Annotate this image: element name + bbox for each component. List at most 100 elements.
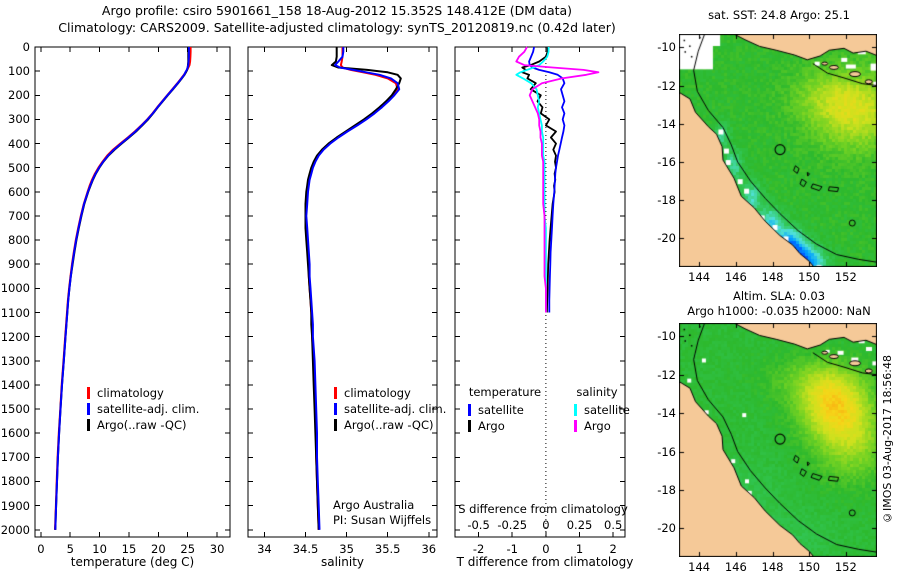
legend-color-swatch bbox=[468, 420, 471, 432]
legend-color-swatch bbox=[468, 404, 471, 416]
legend-item-label: Argo bbox=[478, 419, 505, 433]
map-lat-tick-label: -10 bbox=[657, 329, 676, 344]
map-lon-tick-label: 148 bbox=[761, 560, 784, 574]
sla-map-title-line2: Argo h1000: -0.035 h2000: NaN bbox=[687, 304, 871, 318]
axis-box bbox=[34, 46, 231, 538]
sla-map-title-line1: Altim. SLA: 0.03 bbox=[732, 289, 826, 303]
program-note-line2: PI: Susan Wijffels bbox=[333, 513, 432, 527]
x-tick-label: 20 bbox=[151, 542, 166, 556]
legend-color-swatch bbox=[87, 387, 90, 399]
map-lat-tick-label: -12 bbox=[657, 78, 676, 93]
s-tick-label: -0.25 bbox=[497, 518, 528, 532]
map-lat-tick-label: -14 bbox=[657, 116, 676, 131]
depth-tick-label: 2000 bbox=[0, 522, 30, 537]
legend-item: climatology bbox=[87, 385, 199, 401]
figure-title-line1: Argo profile: csiro 5901661_158 18-Aug-2… bbox=[101, 3, 573, 18]
map-lon-tick-label: 152 bbox=[834, 560, 857, 574]
legend-header-salinity: salinity bbox=[576, 385, 618, 399]
profile-line-satellite-adj-clim- bbox=[305, 47, 401, 530]
s-difference-axis-label: S difference from climatology bbox=[458, 502, 628, 516]
depth-tick-label: 1600 bbox=[0, 426, 30, 441]
sst-map-title: sat. SST: 24.8 Argo: 25.1 bbox=[708, 8, 850, 22]
salinity-plot-legend: climatology satellite-adj. clim. Argo(..ra… bbox=[334, 385, 446, 433]
depth-tick-label: 400 bbox=[8, 136, 30, 151]
x-tick-label: 0 bbox=[37, 542, 45, 556]
axis-box bbox=[454, 46, 626, 538]
depth-tick-label: 200 bbox=[8, 88, 30, 103]
legend-item: Argo bbox=[574, 418, 611, 434]
map-lat-tick-label: -14 bbox=[657, 406, 676, 421]
map-lat-tick-label: -20 bbox=[657, 231, 676, 246]
map-lat-tick-label: -18 bbox=[657, 193, 676, 208]
profile-line-climatology bbox=[304, 47, 399, 530]
legend-item-label: climatology bbox=[97, 386, 164, 400]
legend-header-temperature: temperature bbox=[468, 385, 542, 399]
profile-line-t-satellite bbox=[528, 46, 566, 313]
profile-line-argo-raw-qc- bbox=[54, 47, 190, 530]
s-tick-label: 0.25 bbox=[566, 518, 593, 532]
sst-map bbox=[679, 34, 877, 267]
x-tick-label: 34 bbox=[257, 542, 272, 556]
x-tick-label: 2 bbox=[609, 542, 617, 556]
legend-item: Argo bbox=[468, 418, 505, 434]
t-difference-axis-label: T difference from climatology bbox=[456, 555, 634, 569]
legend-color-swatch bbox=[334, 387, 337, 399]
temperature-axis-label: temperature (deg C) bbox=[70, 555, 195, 569]
x-tick-label: -2 bbox=[472, 542, 485, 556]
map-lat-tick-label: -20 bbox=[657, 521, 676, 536]
imos-credit: ©IMOS 03-Aug-2017 18:56:48 bbox=[881, 355, 894, 525]
figure-title-line2: Climatology: CARS2009. Satellite-adjuste… bbox=[58, 20, 616, 35]
legend-item: climatology bbox=[334, 385, 446, 401]
legend-item-label: satellite-adj. clim. bbox=[344, 402, 447, 416]
x-tick-label: 35 bbox=[339, 542, 354, 556]
map-lon-tick-label: 150 bbox=[798, 560, 821, 574]
depth-tick-label: 1200 bbox=[0, 329, 30, 344]
legend-color-swatch bbox=[574, 420, 577, 432]
program-note-line1: Argo Australia bbox=[333, 498, 415, 512]
x-tick-label: 36 bbox=[421, 542, 437, 556]
depth-tick-label: 1300 bbox=[0, 353, 30, 368]
map-lon-tick-label: 150 bbox=[798, 270, 821, 284]
legend-color-swatch bbox=[87, 403, 90, 415]
map-lat-tick-label: -12 bbox=[657, 367, 676, 382]
s-tick-label: -0.5 bbox=[467, 518, 490, 532]
depth-tick-label: 100 bbox=[8, 64, 30, 79]
map-lon-tick-label: 146 bbox=[724, 560, 747, 574]
legend-item: satellite-adj. clim. bbox=[334, 401, 446, 417]
depth-tick-label: 1800 bbox=[0, 474, 30, 489]
x-tick-label: 1 bbox=[575, 542, 584, 556]
x-tick-label: 30 bbox=[209, 542, 225, 556]
legend-color-swatch bbox=[574, 404, 577, 416]
map-lon-tick-label: 144 bbox=[688, 270, 711, 284]
legend-item: Argo(..raw -QC) bbox=[87, 417, 199, 433]
depth-tick-label: 1400 bbox=[0, 377, 30, 392]
depth-tick-label: 1900 bbox=[0, 498, 30, 513]
profile-plots-canvas bbox=[34, 46, 626, 538]
sla-map bbox=[679, 323, 877, 557]
legend-color-swatch bbox=[87, 419, 90, 431]
legend-item-label: Argo(..raw -QC) bbox=[97, 418, 187, 432]
x-tick-label: -1 bbox=[506, 542, 518, 556]
legend-item-label: climatology bbox=[344, 386, 411, 400]
legend-color-swatch bbox=[334, 403, 337, 415]
map-lat-tick-label: -18 bbox=[657, 482, 676, 497]
profile-line-climatology bbox=[54, 47, 192, 530]
legend-item: Argo(..raw -QC) bbox=[334, 417, 446, 433]
legend-item: satellite-adj. clim. bbox=[87, 401, 199, 417]
x-tick-label: 0 bbox=[542, 542, 550, 556]
map-lon-tick-label: 152 bbox=[834, 270, 857, 284]
depth-tick-label: 1100 bbox=[0, 305, 30, 320]
legend-item-label: satellite-adj. clim. bbox=[97, 402, 200, 416]
legend-item-label: Argo bbox=[584, 419, 611, 433]
legend-item-label: Argo(..raw -QC) bbox=[344, 418, 434, 432]
map-lon-tick-label: 146 bbox=[724, 270, 747, 284]
map-lat-tick-label: -10 bbox=[657, 40, 676, 55]
x-tick-label: 15 bbox=[121, 542, 137, 556]
depth-tick-label: 800 bbox=[8, 233, 30, 248]
depth-tick-label: 600 bbox=[8, 184, 30, 199]
axis-box bbox=[247, 46, 438, 538]
profile-line-s-argo bbox=[515, 46, 600, 313]
profile-line-s-satellite bbox=[515, 47, 550, 313]
salinity-axis-label: salinity bbox=[320, 555, 365, 569]
